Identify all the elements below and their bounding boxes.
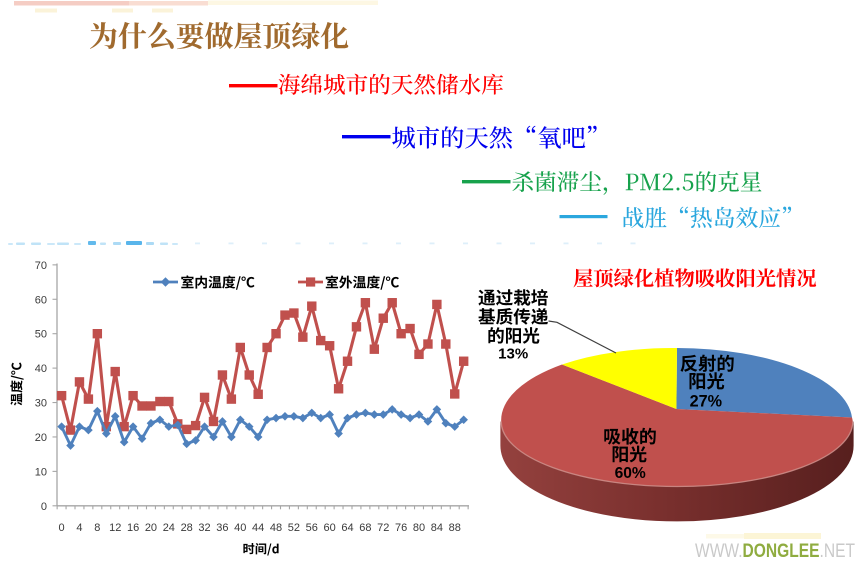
svg-text:24: 24 bbox=[163, 522, 175, 534]
svg-text:70: 70 bbox=[35, 260, 47, 272]
svg-text:27%: 27% bbox=[690, 392, 722, 410]
svg-text:36: 36 bbox=[216, 522, 228, 534]
svg-text:80: 80 bbox=[413, 522, 425, 534]
svg-text:0: 0 bbox=[41, 501, 47, 513]
svg-text:44: 44 bbox=[252, 522, 264, 534]
svg-text:12: 12 bbox=[109, 522, 121, 534]
svg-text:60: 60 bbox=[35, 294, 47, 306]
svg-text:WWW.DONGLEE.NET: WWW.DONGLEE.NET bbox=[695, 540, 855, 562]
svg-text:40: 40 bbox=[234, 522, 246, 534]
svg-text:4: 4 bbox=[76, 522, 82, 534]
svg-text:88: 88 bbox=[449, 522, 461, 534]
svg-text:52: 52 bbox=[288, 522, 300, 534]
svg-text:28: 28 bbox=[181, 522, 193, 534]
svg-text:30: 30 bbox=[35, 398, 47, 410]
svg-text:8: 8 bbox=[94, 522, 100, 534]
svg-text:40: 40 bbox=[35, 363, 47, 375]
svg-text:16: 16 bbox=[127, 522, 139, 534]
svg-text:20: 20 bbox=[145, 522, 157, 534]
svg-text:10: 10 bbox=[35, 466, 47, 478]
svg-text:32: 32 bbox=[198, 522, 210, 534]
svg-text:60%: 60% bbox=[615, 465, 646, 482]
svg-text:20: 20 bbox=[35, 432, 47, 444]
svg-text:76: 76 bbox=[395, 522, 407, 534]
svg-text:84: 84 bbox=[431, 522, 443, 534]
svg-text:50: 50 bbox=[35, 329, 47, 341]
svg-text:48: 48 bbox=[270, 522, 282, 534]
svg-text:56: 56 bbox=[306, 522, 318, 534]
svg-text:60: 60 bbox=[324, 522, 336, 534]
svg-text:72: 72 bbox=[377, 522, 389, 534]
svg-text:64: 64 bbox=[341, 522, 353, 534]
svg-text:68: 68 bbox=[359, 522, 371, 534]
svg-text:13%: 13% bbox=[498, 345, 528, 362]
svg-text:0: 0 bbox=[59, 522, 65, 534]
